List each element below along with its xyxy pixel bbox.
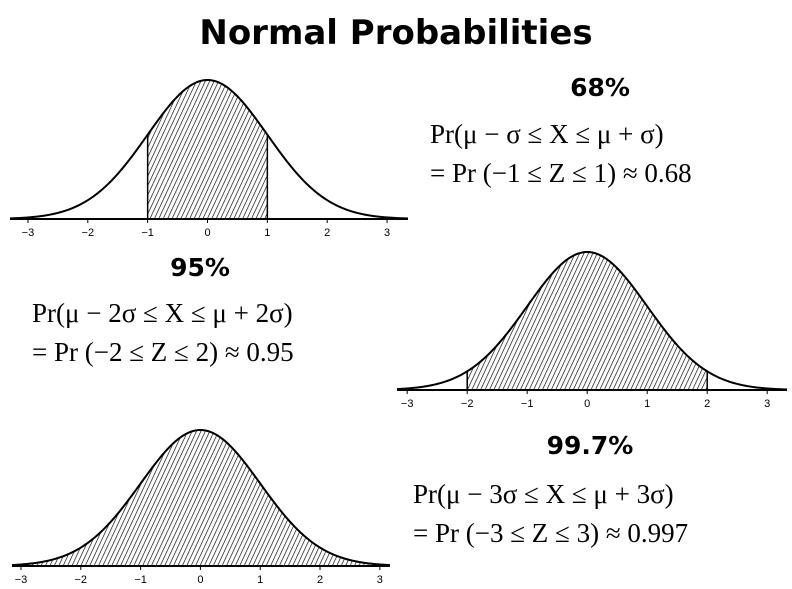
shaded-area bbox=[466, 251, 708, 391]
tick-label: 3 bbox=[764, 398, 770, 410]
formula-line: = Pr (−1 ≤ Z ≤ 1) ≈ 0.68 bbox=[430, 158, 692, 188]
tick-label: 3 bbox=[377, 574, 383, 586]
shaded-area bbox=[20, 429, 381, 567]
tick-label: 2 bbox=[324, 227, 330, 239]
tick-label: −1 bbox=[521, 398, 534, 410]
tick-label: −3 bbox=[22, 227, 35, 239]
tick-label: −3 bbox=[401, 398, 414, 410]
tick-label: 0 bbox=[584, 398, 590, 410]
probability-label: 99.7% bbox=[547, 431, 634, 460]
title: Normal Probabilities bbox=[199, 13, 592, 53]
tick-label: 0 bbox=[204, 227, 210, 239]
tick-label: 0 bbox=[197, 574, 203, 586]
tick-label: −2 bbox=[75, 574, 88, 586]
probability-label: 68% bbox=[570, 73, 630, 102]
normal-curve bbox=[11, 429, 391, 567]
tick-label: 1 bbox=[257, 574, 263, 586]
probability-label: 95% bbox=[170, 253, 230, 282]
tick-label: 2 bbox=[704, 398, 710, 410]
tick-label: 2 bbox=[317, 574, 323, 586]
formula-line: Pr(μ − 2σ ≤ X ≤ μ + 2σ) bbox=[32, 298, 293, 328]
tick-label: −1 bbox=[134, 574, 147, 586]
formula-line: Pr(μ − 3σ ≤ X ≤ μ + 3σ) bbox=[413, 479, 674, 509]
formula-line: = Pr (−3 ≤ Z ≤ 3) ≈ 0.997 bbox=[413, 518, 688, 548]
tick-label: −1 bbox=[141, 227, 154, 239]
formula-line: = Pr (−2 ≤ Z ≤ 2) ≈ 0.95 bbox=[32, 337, 294, 367]
shaded-area bbox=[146, 79, 269, 220]
tick-label: 3 bbox=[384, 227, 390, 239]
tick-label: −2 bbox=[461, 398, 474, 410]
normal-curve bbox=[9, 78, 409, 220]
tick-label: −3 bbox=[15, 574, 28, 586]
tick-label: 1 bbox=[644, 398, 650, 410]
tick-label: 1 bbox=[264, 227, 270, 239]
normal-curve bbox=[396, 251, 788, 391]
tick-label: −2 bbox=[82, 227, 95, 239]
formula-line: Pr(μ − σ ≤ X ≤ μ + σ) bbox=[430, 119, 664, 149]
